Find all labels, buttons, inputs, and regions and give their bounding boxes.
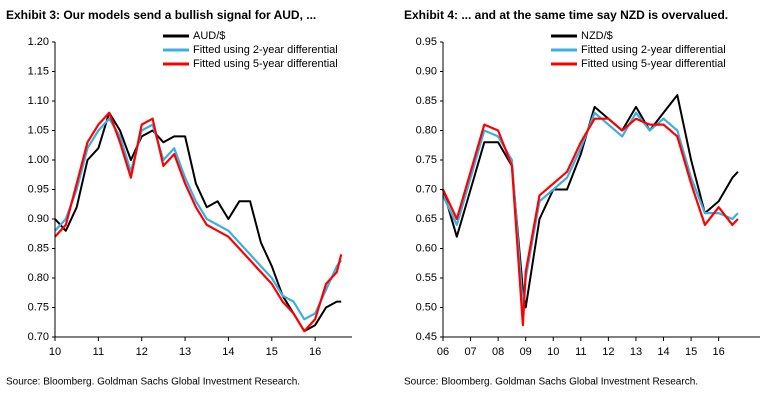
- legend-label: AUD/$: [193, 30, 225, 42]
- x-tick-label: 10: [547, 346, 559, 358]
- x-tick-label: 11: [575, 346, 586, 358]
- y-tick-label: 0.80: [416, 124, 437, 136]
- legend-label: NZD/$: [581, 30, 613, 42]
- source: Source: Bloomberg. Goldman Sachs Global …: [6, 377, 300, 388]
- x-tick-label: 14: [657, 346, 669, 358]
- y-tick-label: 0.55: [416, 272, 437, 284]
- legend-label: Fitted using 5-year differential: [193, 58, 338, 70]
- chart-title: Exhibit 4: ... and at the same time say …: [404, 8, 728, 22]
- y-tick-label: 1.20: [28, 36, 49, 48]
- y-tick-label: 0.90: [416, 65, 437, 77]
- y-tick-label: 1.00: [28, 154, 49, 166]
- y-tick-label: 0.95: [416, 36, 437, 48]
- y-tick-label: 0.70: [28, 331, 49, 343]
- x-tick-label: 15: [266, 346, 278, 358]
- x-tick-label: 16: [309, 346, 321, 358]
- y-tick-label: 0.65: [416, 213, 437, 225]
- x-tick-label: 13: [630, 346, 642, 358]
- source: Source: Bloomberg. Goldman Sachs Global …: [404, 377, 698, 388]
- y-tick-label: 0.85: [28, 242, 49, 254]
- y-tick-label: 0.80: [28, 272, 49, 284]
- legend-label: Fitted using 5-year differential: [581, 58, 726, 70]
- x-tick-label: 11: [93, 346, 104, 358]
- x-tick-label: 13: [179, 346, 191, 358]
- y-tick-label: 0.60: [416, 242, 437, 254]
- y-tick-label: 0.85: [416, 95, 437, 107]
- x-tick-label: 16: [713, 346, 725, 358]
- series-line: [54, 117, 343, 321]
- y-tick-label: 0.70: [416, 183, 437, 195]
- series-line: [54, 111, 342, 333]
- x-tick-label: 07: [464, 346, 476, 358]
- series-line: [442, 117, 739, 327]
- x-tick-label: 14: [222, 346, 234, 358]
- y-tick-label: 0.90: [28, 213, 49, 225]
- chart-title: Exhibit 3: Our models send a bullish sig…: [6, 8, 316, 22]
- y-tick-label: 1.15: [28, 65, 49, 77]
- y-tick-label: 0.75: [416, 154, 437, 166]
- x-tick-label: 06: [437, 346, 449, 358]
- x-tick-label: 09: [520, 346, 532, 358]
- y-tick-label: 0.45: [416, 331, 437, 343]
- x-tick-label: 12: [136, 346, 148, 358]
- legend-label: Fitted using 2-year differential: [193, 44, 338, 56]
- series-line: [54, 111, 343, 333]
- y-tick-label: 1.10: [28, 95, 49, 107]
- legend-label: Fitted using 2-year differential: [581, 44, 726, 56]
- x-tick-label: 10: [49, 346, 61, 358]
- y-tick-label: 0.95: [28, 183, 49, 195]
- x-tick-label: 12: [602, 346, 614, 358]
- y-tick-label: 0.75: [28, 301, 49, 313]
- x-tick-label: 08: [492, 346, 504, 358]
- x-tick-label: 15: [685, 346, 697, 358]
- y-tick-label: 0.50: [416, 301, 437, 313]
- y-tick-label: 1.05: [28, 124, 49, 136]
